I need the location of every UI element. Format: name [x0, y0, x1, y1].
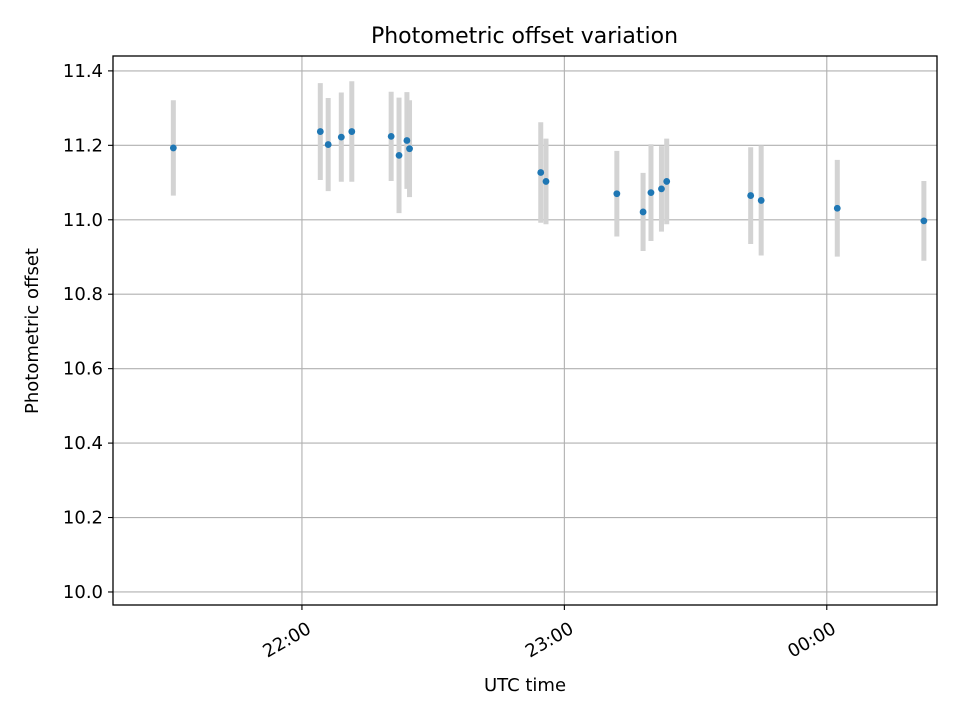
data-point: [658, 185, 665, 193]
data-point: [337, 133, 345, 141]
data-point: [387, 132, 395, 140]
data-point: [647, 189, 655, 196]
y-tick-label: 10.0: [63, 582, 103, 603]
y-tick-label: 10.2: [63, 508, 103, 529]
chart-title: Photometric offset variation: [371, 24, 678, 49]
data-point: [169, 144, 177, 152]
data-point: [757, 197, 765, 204]
data-point: [613, 190, 621, 198]
data-point: [324, 141, 332, 148]
grid-lines: [113, 56, 937, 605]
y-tick-label: 10.8: [63, 284, 103, 305]
data-point: [833, 204, 841, 212]
y-axis-ticks: 10.0 10.2 10.4 10.6 10.8 11.0 11.2 11.4: [63, 61, 113, 603]
data-point: [403, 137, 411, 144]
x-axis-label: UTC time: [484, 675, 566, 696]
y-tick-label: 10.6: [63, 359, 103, 380]
y-tick-label: 11.2: [63, 135, 103, 156]
data-point: [348, 128, 356, 135]
data-point: [395, 151, 403, 159]
data-point: [663, 178, 671, 185]
data-point: [316, 128, 324, 135]
data-point: [537, 169, 545, 176]
data-point: [542, 178, 550, 185]
data-point: [406, 145, 413, 153]
data-points: [169, 128, 928, 225]
data-point: [639, 208, 647, 216]
data-point: [747, 192, 755, 199]
y-tick-label: 11.0: [63, 210, 103, 231]
y-axis-label: Photometric offset: [22, 248, 43, 414]
data-point: [920, 217, 928, 225]
plot-frame: [112, 55, 938, 606]
y-tick-label: 10.4: [63, 433, 103, 454]
y-tick-label: 11.4: [63, 61, 103, 82]
